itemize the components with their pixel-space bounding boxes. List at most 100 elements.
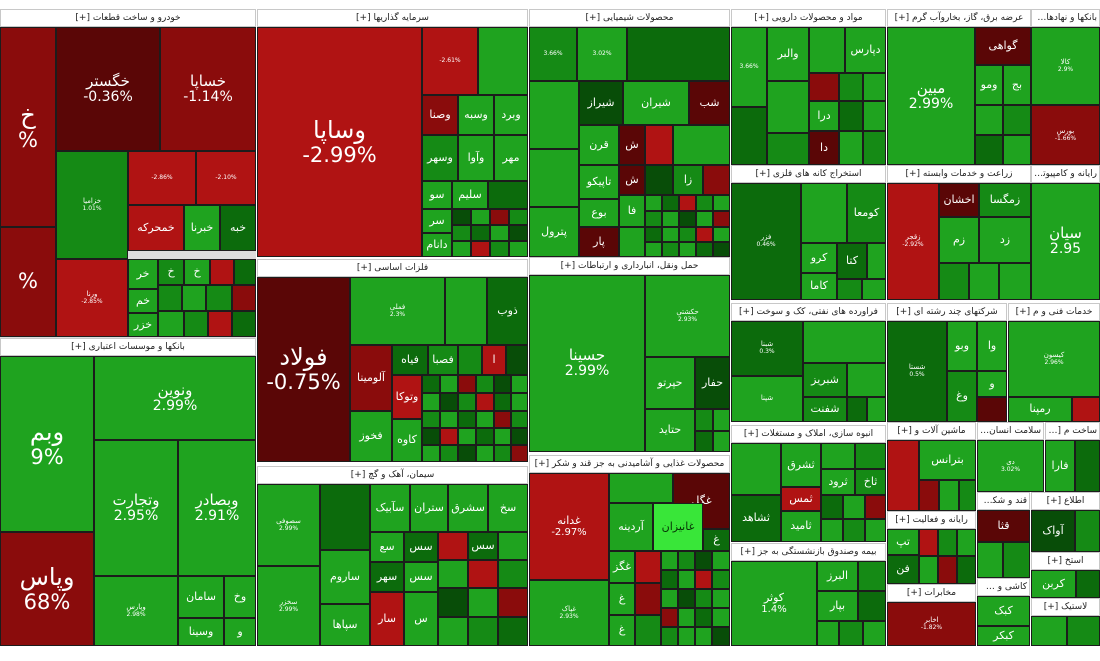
stock-tile[interactable]: ثاخ — [855, 469, 886, 495]
stock-tile[interactable]: قرن — [579, 125, 619, 165]
stock-tile[interactable] — [184, 311, 208, 337]
stock-tile[interactable]: سخ — [488, 484, 528, 532]
stock-tile[interactable] — [695, 570, 712, 589]
sector-header[interactable]: استخراج کانه های فلزی [+] — [731, 165, 886, 183]
stock-tile[interactable] — [476, 445, 494, 462]
sector-header[interactable]: خدمات فنی و م [+] — [1008, 303, 1100, 321]
stock-tile[interactable]: شپنا — [731, 376, 803, 422]
stock-tile[interactable] — [438, 617, 468, 646]
sector-header[interactable]: بانکها و نهادهای [+] — [1031, 9, 1100, 27]
sector-header[interactable]: لاستیک [+] — [1031, 598, 1100, 616]
stock-tile[interactable] — [863, 101, 886, 131]
stock-tile[interactable] — [863, 131, 886, 165]
stock-tile[interactable]: ثشاهد — [731, 495, 781, 542]
stock-tile[interactable]: فن — [887, 555, 919, 584]
stock-tile[interactable]: خ% — [0, 27, 56, 227]
stock-tile[interactable]: خبرنا — [184, 205, 220, 251]
stock-tile[interactable] — [713, 211, 730, 227]
stock-tile[interactable] — [957, 556, 976, 584]
stock-tile[interactable] — [182, 285, 206, 311]
stock-tile[interactable]: وسبه — [458, 95, 494, 135]
stock-tile[interactable] — [490, 241, 509, 257]
stock-tile[interactable] — [839, 73, 863, 101]
stock-tile[interactable]: خبه — [220, 205, 256, 251]
stock-tile[interactable] — [158, 285, 182, 311]
stock-tile[interactable] — [478, 27, 528, 95]
stock-tile[interactable] — [1075, 510, 1100, 552]
stock-tile[interactable] — [695, 409, 713, 431]
stock-tile[interactable]: ونوین 2.99% — [94, 356, 256, 440]
stock-tile[interactable]: تپ — [887, 529, 919, 555]
stock-tile[interactable] — [712, 551, 730, 570]
stock-tile[interactable] — [609, 473, 673, 503]
stock-tile[interactable] — [839, 621, 863, 646]
stock-tile[interactable]: فملی 2.3% — [350, 277, 445, 345]
stock-tile[interactable]: سصوفی 2.99% — [257, 484, 320, 566]
stock-tile[interactable] — [809, 73, 839, 101]
sector-header[interactable]: قند و شکر [+] — [977, 492, 1030, 510]
stock-tile[interactable] — [975, 135, 1003, 165]
stock-tile[interactable]: بوع — [579, 199, 619, 227]
stock-tile[interactable] — [1075, 440, 1100, 492]
stock-tile[interactable]: ذوب — [487, 277, 528, 345]
stock-tile[interactable]: سهر — [370, 562, 404, 592]
stock-tile[interactable] — [1003, 135, 1031, 165]
stock-tile[interactable] — [422, 375, 440, 393]
stock-tile[interactable]: خگستر -0.36% — [56, 27, 160, 151]
stock-tile[interactable]: ا — [482, 345, 506, 375]
sector-header[interactable]: عرضه برق، گاز، بخاروآب گرم [+] — [887, 9, 1031, 27]
stock-tile[interactable] — [498, 532, 528, 560]
sector-header[interactable]: بیمه وصندوق بازنشستگی به جز [+] — [731, 543, 886, 561]
stock-tile[interactable]: ستران — [410, 484, 448, 532]
stock-tile[interactable] — [440, 445, 458, 462]
stock-tile[interactable]: مهر — [494, 135, 528, 181]
stock-tile[interactable]: مبین 2.99% — [887, 27, 975, 165]
sector-header[interactable]: اطلاع [+] — [1031, 492, 1100, 510]
sector-header[interactable]: سیمان، آهک و گچ [+] — [257, 466, 528, 484]
stock-tile[interactable] — [839, 131, 863, 165]
stock-tile[interactable] — [695, 589, 712, 608]
stock-tile[interactable]: کربن — [1031, 570, 1076, 598]
stock-tile[interactable] — [635, 551, 661, 583]
stock-tile[interactable]: وآوا — [458, 135, 494, 181]
stock-tile[interactable]: بج — [1003, 65, 1031, 105]
stock-tile[interactable]: شیراز — [579, 81, 623, 125]
stock-tile[interactable]: رمپنا — [1008, 397, 1072, 422]
stock-tile[interactable] — [938, 529, 957, 556]
stock-tile[interactable]: وساپا -2.99% — [257, 27, 422, 257]
stock-tile[interactable]: شب — [689, 81, 730, 125]
stock-tile[interactable] — [438, 588, 468, 617]
stock-tile[interactable]: غ — [609, 583, 635, 615]
stock-tile[interactable] — [855, 443, 886, 469]
stock-tile[interactable]: 3.66% — [731, 27, 767, 107]
stock-tile[interactable] — [494, 393, 511, 411]
stock-tile[interactable] — [713, 227, 730, 242]
stock-tile[interactable]: فا — [619, 195, 645, 227]
stock-tile[interactable]: خر — [128, 259, 158, 289]
stock-tile[interactable] — [422, 393, 440, 411]
stock-tile[interactable] — [713, 195, 730, 211]
stock-tile[interactable]: سع — [370, 532, 404, 562]
stock-tile[interactable] — [422, 428, 440, 445]
stock-tile[interactable] — [696, 227, 713, 242]
stock-tile[interactable]: شبنا 0.3% — [731, 321, 803, 376]
stock-tile[interactable]: سار — [370, 592, 404, 646]
stock-tile[interactable] — [678, 627, 695, 646]
stock-tile[interactable]: حفار — [695, 357, 730, 409]
stock-tile[interactable]: قثا — [977, 510, 1030, 542]
stock-tile[interactable]: سآبیک — [370, 484, 410, 532]
stock-tile[interactable]: غانیزان — [653, 503, 703, 551]
stock-tile[interactable] — [488, 181, 528, 209]
stock-tile[interactable] — [440, 375, 458, 393]
stock-tile[interactable] — [476, 375, 494, 393]
stock-tile[interactable] — [498, 617, 528, 646]
stock-tile[interactable] — [678, 589, 695, 608]
stock-tile[interactable] — [843, 519, 865, 542]
stock-tile[interactable]: غدانه -2.97% — [529, 473, 609, 580]
stock-tile[interactable] — [679, 195, 696, 211]
stock-tile[interactable] — [452, 241, 471, 257]
stock-tile[interactable] — [712, 570, 730, 589]
stock-tile[interactable] — [471, 241, 490, 257]
stock-tile[interactable]: حتاید — [645, 409, 695, 452]
stock-tile[interactable] — [645, 227, 662, 242]
